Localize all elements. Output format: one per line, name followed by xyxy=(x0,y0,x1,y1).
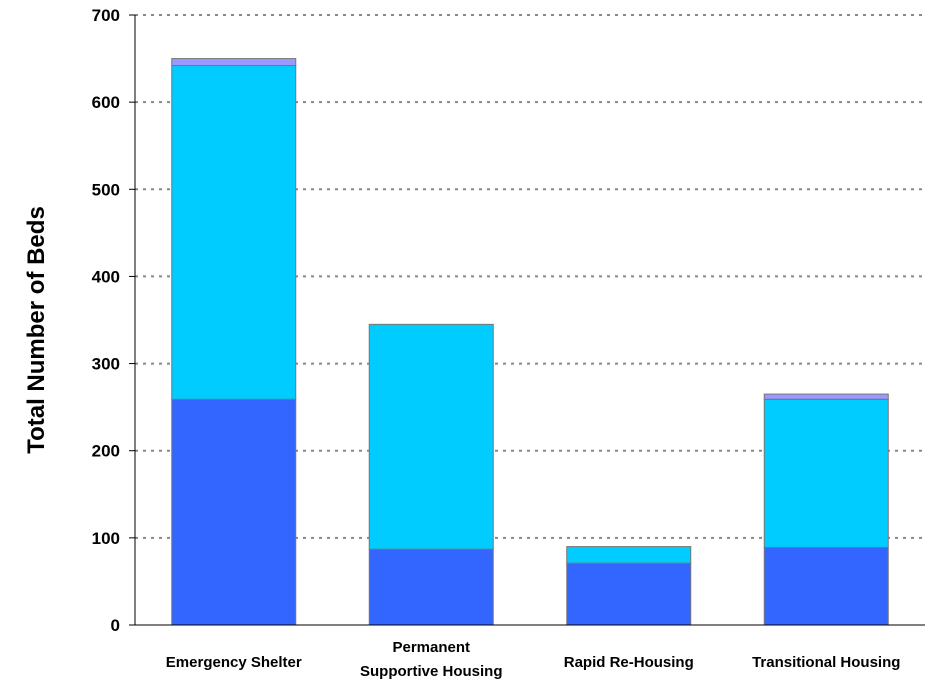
bar-segment xyxy=(566,562,692,626)
y-tick-label: 600 xyxy=(92,93,120,112)
x-tick-label: Rapid Re-Housing xyxy=(564,654,694,671)
y-axis-ticks: 0 100 200 300 400 500 600 700 xyxy=(92,6,135,635)
bar-segment xyxy=(368,548,494,626)
y-tick-label: 700 xyxy=(92,6,120,25)
y-tick-label: 0 xyxy=(111,616,120,635)
bar-segment xyxy=(171,398,297,626)
x-tick-label: Permanent Supportive Housing xyxy=(360,639,503,680)
bar-segment xyxy=(171,65,297,400)
x-tick-label: Transitional Housing xyxy=(752,654,900,671)
y-tick-label: 500 xyxy=(92,180,120,199)
y-tick-label: 100 xyxy=(92,529,120,548)
bar-segment xyxy=(763,393,889,400)
y-axis-title: Total Number of Beds xyxy=(23,206,50,454)
bar-segment xyxy=(763,398,889,548)
y-tick-label: 400 xyxy=(92,267,120,286)
y-tick-label: 300 xyxy=(92,355,120,374)
x-axis-labels: Emergency Shelter Permanent Supportive Hou… xyxy=(166,639,901,680)
bars xyxy=(171,58,889,626)
x-tick-label: Emergency Shelter xyxy=(166,654,302,671)
bar-segment xyxy=(171,58,297,67)
bar-segment xyxy=(368,323,494,550)
bar-segment xyxy=(763,546,889,626)
bar-segment xyxy=(566,546,692,564)
y-tick-label: 200 xyxy=(92,442,120,461)
